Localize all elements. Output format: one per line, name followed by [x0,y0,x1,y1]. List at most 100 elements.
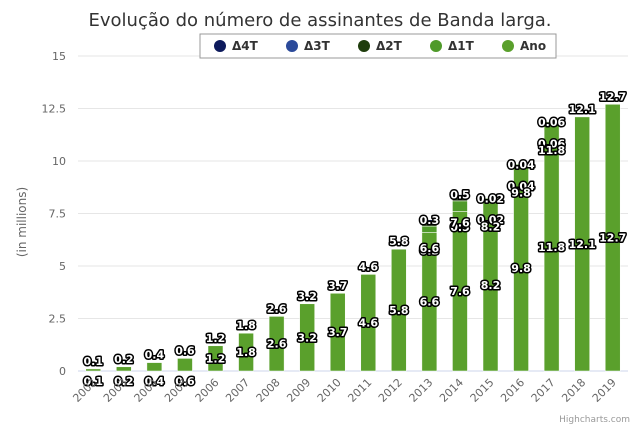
data-label-top: 0.06 [538,116,565,129]
data-label: 0.1 [84,375,104,388]
data-label-top: 0.4 [145,349,165,362]
data-label: 0.02 [477,214,504,227]
bar-segment[interactable] [329,293,346,372]
data-label: 0.2 [114,375,134,388]
bar-segment[interactable] [482,198,499,201]
bar-segment[interactable] [574,116,590,372]
data-label-top: 12.1 [569,103,596,116]
credits[interactable]: Highcharts.com [559,415,630,425]
x-tick-label: 2008 [254,376,283,405]
data-label-top: 0.02 [477,192,504,205]
bar-segment[interactable] [207,345,224,372]
inner-labels: 0.1 0.2 0.4 0.61.2 1.82.6 3.2 3.74.65.86.60.37… [82,136,628,389]
data-label: 5.8 [389,304,409,317]
bar-segment[interactable] [452,200,468,212]
x-tick-label: 2011 [345,376,374,405]
legend-marker[interactable] [358,40,370,52]
data-label: 0.04 [507,180,534,193]
data-label-top: 0.6 [175,344,195,357]
bar-segment[interactable] [513,164,529,167]
data-label: 0.4 [145,375,165,388]
data-label-top: 2.6 [267,302,287,315]
x-tick-label: 2009 [284,376,313,405]
bar-segment[interactable] [299,303,315,372]
x-ticks: 2002 2003 2004 2005 2006 2007 2008 2009 2010 2011… [70,376,618,405]
data-label-top: 7.6 [450,217,470,230]
data-label-top: 4.6 [359,260,379,273]
y-tick-label: 10 [52,155,66,168]
x-tick-label: 2006 [193,376,222,405]
legend-item-label[interactable]: Δ1T [448,39,475,53]
data-label: 6.6 [420,296,440,309]
y-tick-label: 7.5 [49,208,67,221]
legend-item-label[interactable]: Ano [520,39,546,53]
legend-item-label[interactable]: Δ2T [376,39,403,53]
bar-segment[interactable] [268,316,285,372]
data-label: 12.1 [569,238,596,251]
bar-segment[interactable] [238,332,254,372]
y-tick-label: 12.5 [42,103,67,116]
bar-segment[interactable] [116,366,132,372]
bar-segment[interactable] [391,248,407,372]
data-label-top: 8.2 [481,220,501,233]
y-tick-label: 2.5 [49,313,67,326]
grid-lines [78,55,628,372]
legend-marker[interactable] [430,40,442,52]
legend-marker[interactable] [214,40,226,52]
data-label-top: 0.1 [84,355,104,368]
data-label: 2.6 [267,338,287,351]
x-tick-label: 2015 [468,376,497,405]
data-label-top: 9.8 [511,186,531,199]
y-ticks: 0 2.5 5 7.5 10 12.5 15 [42,50,67,378]
data-label-top: 1.8 [236,319,256,332]
bar-segment[interactable] [85,368,102,372]
y-tick-label: 0 [59,365,66,378]
bar-segment[interactable] [146,362,163,372]
y-tick-label: 15 [52,50,66,63]
data-label-top: 1.2 [206,332,226,345]
x-tick-label: 2007 [223,376,252,405]
data-label-top: 3.7 [328,279,348,292]
bar-segment[interactable] [543,121,560,124]
legend: Δ4T Δ3T Δ2T Δ1T Ano [199,33,557,59]
legend-item-label[interactable]: Δ4T [232,39,259,53]
data-label-top: 0.5 [450,189,470,202]
bar-segment[interactable] [604,104,621,372]
data-label: 3.7 [328,326,348,339]
bar-segment[interactable] [360,274,377,372]
x-tick-label: 2019 [590,376,619,405]
chart-title: Evolução do número de assinantes de Band… [89,10,552,31]
data-label-top: 12.7 [599,90,626,103]
legend-marker[interactable] [502,40,514,52]
data-label: 0.5 [450,221,470,234]
bar-segment[interactable] [421,219,438,223]
x-tick-label: 2016 [498,376,527,405]
data-label: 0.3 [420,244,440,257]
data-label: 3.2 [297,331,317,344]
bar-segment[interactable] [452,194,468,197]
data-label-top: 3.2 [297,290,317,303]
bars [85,104,621,372]
data-label: 1.2 [206,352,226,365]
bar-segment[interactable] [421,225,438,233]
data-label-top: 0.2 [114,353,134,366]
data-label: 4.6 [359,317,379,330]
data-label: 7.6 [450,285,470,298]
x-tick-label: 2010 [315,376,344,405]
data-label: 8.2 [481,279,501,292]
data-label: 12.7 [599,232,626,245]
data-label: 0.06 [538,138,565,151]
data-label: 0.6 [175,375,195,388]
y-tick-label: 5 [59,260,66,273]
legend-box [199,33,557,59]
legend-item-label[interactable]: Δ3T [304,39,331,53]
data-label-top: 0.3 [420,214,440,227]
data-label-top: 6.6 [420,242,440,255]
top-labels: 0.1 0.2 0.4 0.61.21.82.63.23.74.65.80.36.60… [82,89,628,370]
legend-marker[interactable] [286,40,298,52]
data-label: 1.8 [236,346,256,359]
bar-segment[interactable] [177,358,193,372]
data-label-top: 5.8 [389,235,409,248]
x-tick-label: 2017 [529,376,558,405]
